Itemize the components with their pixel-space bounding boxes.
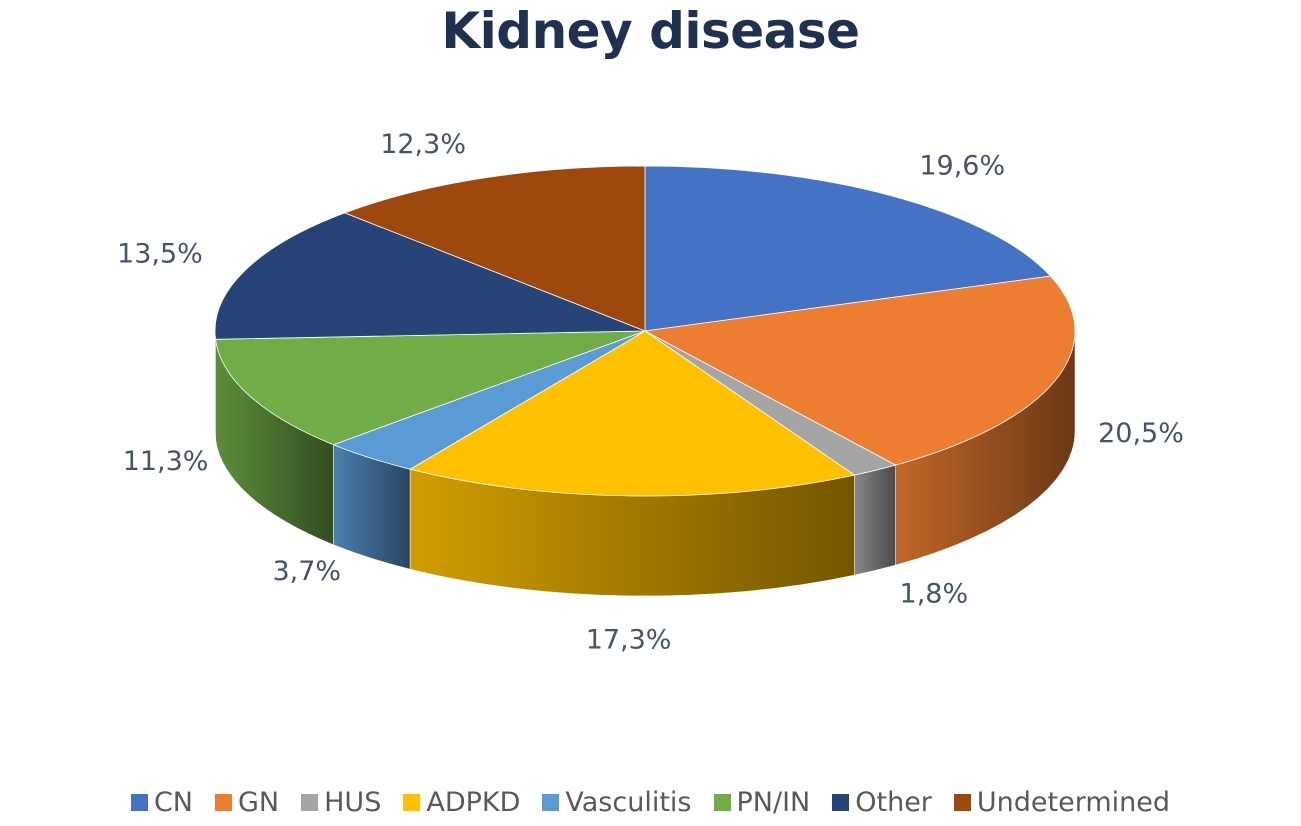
legend-item-gn: GN: [215, 787, 279, 818]
legend-item-cn: CN: [130, 786, 193, 818]
slice-side-hus: [854, 464, 896, 576]
data-label-cn: 19,6%: [919, 150, 1005, 181]
data-label-undetermined: 12,3%: [380, 129, 466, 160]
legend-label: GN: [238, 786, 280, 818]
data-label-pn-in: 11,3%: [123, 446, 209, 477]
legend-label: HUS: [324, 786, 382, 818]
legend-item-adpkd: ADPKD: [403, 787, 520, 818]
slice-undetermined: [343, 165, 646, 332]
data-label-vasculitis: 3,7%: [272, 556, 341, 587]
legend-swatch: [215, 793, 232, 811]
data-label-other: 13,5%: [117, 238, 203, 269]
data-label-adpkd: 17,3%: [586, 624, 672, 655]
legend-swatch: [301, 793, 319, 811]
legend: CN GN HUS ADPKD Vasculitis PN/IN Other Undeterm…: [0, 782, 1301, 822]
pie-sides: [214, 330, 1076, 597]
legend-swatch: [713, 793, 731, 811]
legend-label: CN: [153, 786, 193, 818]
legend-item-pn-in: PN/IN: [713, 786, 811, 818]
legend-label: Undetermined: [976, 786, 1171, 818]
slice-side-other: [214, 330, 216, 440]
legend-swatch: [953, 793, 971, 811]
slice-other: [214, 212, 646, 340]
legend-item-other: Other: [832, 787, 932, 818]
legend-label: Vasculitis: [565, 786, 692, 818]
legend-swatch: [130, 793, 148, 811]
pie-top: [214, 165, 1076, 497]
slice-pn-in: [215, 330, 646, 446]
legend-swatch: [403, 793, 421, 811]
legend-swatch: [832, 793, 850, 811]
legend-item-undetermined: Undetermined: [953, 786, 1171, 818]
legend-item-vasculitis: Vasculitis: [542, 786, 692, 818]
data-label-hus: 1,8%: [900, 579, 969, 610]
legend-label: Other: [855, 786, 932, 818]
chart-title: Kidney disease: [441, 2, 860, 60]
slice-adpkd: [409, 330, 856, 497]
legend-item-hus: HUS: [301, 787, 381, 818]
data-labels: 19,6% 20,5% 1,8% 17,3% 3,7% 11,3% 13,5% 12,3%: [117, 129, 1184, 655]
legend-label: ADPKD: [426, 786, 521, 818]
slice-gn: [643, 275, 1076, 466]
legend-label: PN/IN: [736, 786, 811, 818]
data-label-gn: 20,5%: [1098, 418, 1184, 449]
legend-swatch: [542, 793, 560, 811]
